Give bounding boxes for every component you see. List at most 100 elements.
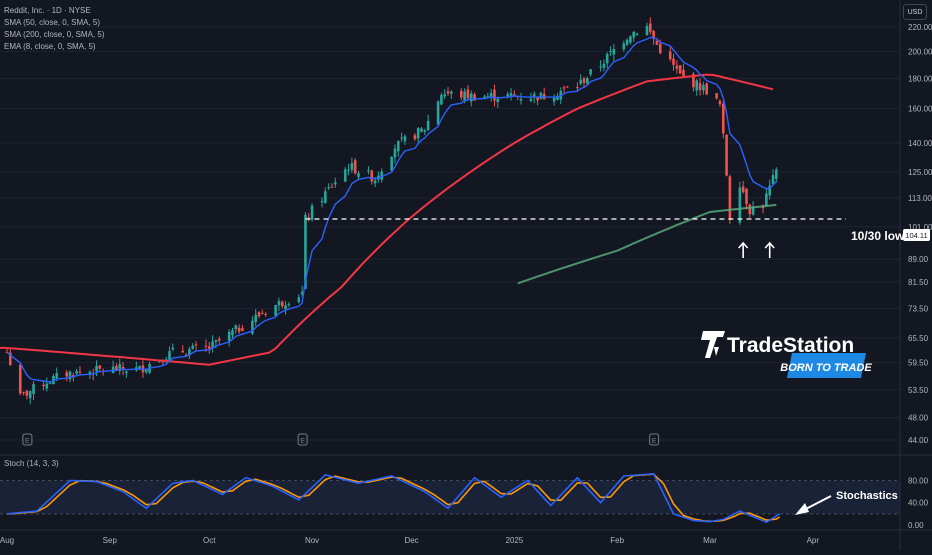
candle-body: [751, 206, 755, 215]
price-tag: 104.11: [905, 231, 927, 240]
candle-body: [234, 325, 238, 330]
candle-body: [277, 301, 281, 306]
candle-body: [254, 314, 258, 323]
candle-body: [416, 128, 420, 139]
currency-badge[interactable]: USD: [903, 4, 927, 20]
candle-body: [423, 130, 427, 132]
time-tick-label: Apr: [807, 536, 820, 545]
candle-body: [390, 156, 393, 171]
candle-body: [287, 303, 291, 306]
stoch-tick-label: 40.00: [908, 499, 929, 508]
candle-body: [257, 312, 261, 317]
candle-body: [622, 43, 626, 50]
candle-body: [728, 176, 732, 221]
price-tick-label: 73.50: [908, 304, 929, 313]
legend-ema8: EMA (8, close, 0, SMA, 5): [4, 42, 96, 51]
candle-body: [320, 201, 324, 203]
time-tick-label: Aug: [0, 536, 14, 545]
candle-body: [261, 313, 264, 315]
candlesticks: [5, 17, 778, 405]
candle-body: [612, 49, 616, 55]
time-axis: Aug Sep Oct Nov Dec 2025 Feb Mar Apr: [0, 536, 819, 545]
candle-body: [496, 98, 500, 103]
candle-body: [658, 43, 662, 54]
time-tick-label: Oct: [203, 536, 216, 545]
price-tick-label: 101.00: [908, 223, 932, 232]
candle-body: [204, 345, 208, 347]
candle-body: [486, 96, 490, 98]
candle-body: [715, 93, 718, 99]
candle-body: [599, 66, 602, 68]
candle-body: [748, 204, 752, 215]
candle-body: [682, 69, 685, 76]
earnings-marker: [297, 433, 308, 446]
candle-body: [121, 367, 125, 370]
candle-body: [350, 163, 354, 171]
price-tick-label: 59.50: [908, 359, 929, 368]
candle-body: [217, 338, 221, 341]
candle-body: [483, 96, 486, 99]
candle-body: [625, 39, 629, 45]
earnings-marker: [649, 433, 660, 446]
candle-body: [466, 89, 470, 99]
sma200-line: [517, 203, 777, 285]
candle-body: [274, 304, 277, 316]
legend-sma200: SMA (200, close, 0, SMA, 5): [4, 30, 105, 39]
candle-body: [297, 297, 301, 303]
candle-body: [330, 186, 334, 188]
price-tick-label: 48.00: [908, 414, 929, 423]
candle-body: [668, 51, 672, 60]
candle-body: [227, 331, 231, 341]
time-tick-label: Feb: [610, 536, 624, 545]
candle-body: [231, 330, 234, 336]
candle-body: [738, 187, 742, 223]
time-tick-label: Sep: [103, 536, 118, 545]
candle-body: [241, 328, 244, 332]
candle-body: [307, 217, 311, 219]
candle-body: [506, 94, 510, 97]
candle-body: [473, 94, 476, 101]
candle-body: [440, 94, 443, 105]
candle-body: [353, 160, 357, 174]
candle-body: [489, 93, 493, 97]
candle-body: [357, 173, 360, 177]
chart-title: Reddit, Inc. · 1D · NYSE: [4, 6, 91, 15]
arrow-markers: [738, 241, 775, 258]
candle-body: [9, 352, 12, 366]
legend-sma50: SMA (50, close, 0, SMA, 5): [4, 18, 100, 27]
candle-body: [675, 65, 679, 69]
brand-tagline: BORN TO TRADE: [780, 362, 872, 374]
candle-body: [125, 371, 128, 374]
candle-body: [652, 30, 655, 39]
arrow-up-head: [738, 241, 749, 249]
candle-body: [469, 93, 473, 102]
candle-body: [373, 180, 377, 184]
brand-name: TradeStation: [727, 334, 854, 357]
tradestation-icon: [701, 331, 725, 358]
candle-body: [718, 101, 722, 105]
time-tick-label: 2025: [505, 536, 523, 545]
stoch-tick-label: 80.00: [908, 476, 929, 485]
price-tick-label: 140.00: [908, 139, 932, 148]
candle-body: [450, 91, 453, 94]
candle-body: [413, 135, 417, 140]
candle-body: [75, 371, 78, 374]
time-tick-label: Nov: [305, 536, 319, 545]
price-tag-box: [903, 229, 930, 241]
candle-body: [536, 96, 539, 101]
price-tick-label: 89.00: [908, 255, 929, 264]
candle-body: [264, 313, 267, 315]
candle-body: [721, 103, 725, 134]
candle-body: [28, 391, 32, 399]
price-tick-label: 160.00: [908, 105, 932, 114]
candle-body: [237, 327, 241, 332]
candle-body: [211, 341, 214, 349]
candle-body: [562, 87, 566, 89]
candle-body: [519, 98, 523, 101]
candle-body: [304, 214, 307, 289]
sma50-line: [0, 73, 774, 366]
candle-body: [605, 53, 609, 64]
candle-body: [191, 345, 194, 349]
candle-body: [443, 94, 447, 97]
